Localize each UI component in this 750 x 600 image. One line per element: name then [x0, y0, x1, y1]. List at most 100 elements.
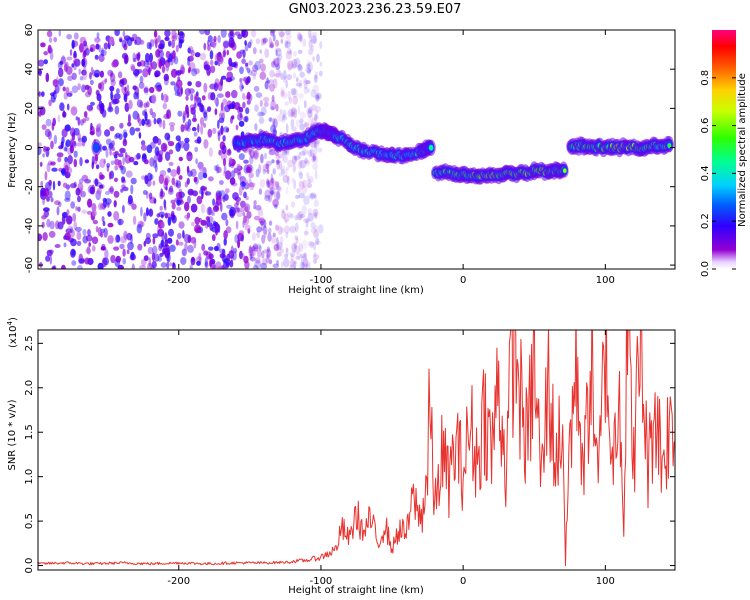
noise-speckle [275, 103, 279, 112]
noise-speckle [69, 144, 74, 154]
noise-speckle [235, 124, 239, 131]
noise-speckle [276, 237, 279, 247]
noise-speckle [187, 188, 194, 196]
noise-speckle [224, 170, 232, 180]
noise-speckle [310, 227, 317, 234]
noise-speckle [215, 164, 220, 174]
noise-speckle [136, 53, 141, 62]
noise-speckle [312, 152, 316, 163]
noise-speckle [253, 200, 257, 206]
noise-speckle [301, 204, 307, 215]
noise-speckle [154, 218, 159, 225]
noise-speckle [267, 179, 275, 190]
noise-speckle [214, 98, 218, 104]
noise-speckle [81, 138, 86, 147]
noise-speckle [200, 219, 207, 226]
noise-speckle [271, 60, 276, 67]
noise-speckle [267, 79, 271, 84]
noise-speckle [90, 122, 93, 131]
noise-speckle [78, 258, 85, 265]
noise-speckle [220, 77, 224, 87]
signal-peak [668, 144, 671, 148]
noise-speckle [77, 195, 81, 203]
noise-speckle [291, 126, 297, 132]
noise-speckle [259, 99, 263, 107]
noise-speckle [275, 155, 281, 160]
noise-speckle [123, 132, 128, 138]
noise-speckle [118, 218, 122, 226]
noise-speckle [272, 168, 276, 175]
noise-speckle [39, 161, 43, 167]
noise-speckle [158, 121, 162, 128]
noise-speckle [200, 104, 205, 113]
noise-speckle [214, 52, 222, 63]
noise-speckle [257, 208, 264, 217]
noise-speckle [253, 149, 259, 160]
noise-speckle [154, 253, 160, 262]
noise-speckle [273, 191, 280, 200]
noise-speckle [220, 125, 224, 135]
svg-text:(x104): (x104) [6, 317, 19, 348]
noise-speckle [315, 155, 318, 164]
noise-speckle [284, 41, 292, 49]
noise-speckle [151, 94, 157, 104]
noise-speckle [194, 52, 201, 58]
noise-speckle [275, 48, 282, 57]
noise-speckle [77, 137, 83, 143]
noise-speckle [111, 61, 118, 68]
noise-speckle [131, 203, 137, 210]
noise-speckle [71, 39, 75, 49]
noise-speckle [270, 124, 276, 133]
noise-speckle [163, 93, 169, 103]
y-tick-label: 60 [24, 24, 35, 37]
noise-speckle [226, 253, 231, 262]
colorbar-tick-label: 0.2 [700, 213, 711, 229]
noise-speckle [306, 63, 311, 70]
noise-speckle [196, 260, 201, 266]
noise-speckle [156, 87, 162, 92]
noise-speckle [78, 178, 84, 184]
noise-speckle [289, 225, 297, 233]
noise-speckle [198, 252, 202, 261]
noise-speckle [291, 243, 297, 253]
noise-speckle [217, 224, 221, 233]
noise-speckle [148, 208, 154, 217]
noise-speckle [223, 165, 227, 175]
noise-speckle [228, 40, 236, 48]
noise-speckle [86, 105, 94, 111]
noise-speckle [81, 174, 89, 182]
noise-speckle [280, 165, 286, 175]
noise-speckle [248, 178, 252, 184]
x-tick-label: 100 [596, 275, 615, 286]
noise-speckle [39, 106, 46, 116]
noise-speckle [241, 30, 246, 38]
noise-speckle [284, 217, 288, 224]
noise-speckle [48, 99, 52, 107]
noise-speckle [310, 89, 317, 98]
noise-speckle [171, 39, 176, 49]
noise-speckle [234, 31, 241, 36]
noise-speckle [70, 227, 74, 234]
noise-speckle [314, 116, 320, 121]
noise-speckle [272, 117, 276, 128]
noise-speckle [43, 51, 48, 56]
noise-speckle [140, 206, 143, 217]
noise-speckle [314, 193, 317, 200]
colorbar-gradient [712, 30, 736, 269]
noise-speckle [79, 43, 84, 53]
noise-speckle [273, 57, 280, 68]
y-tick-label: 0.5 [24, 513, 35, 529]
noise-speckle [132, 33, 138, 39]
noise-speckle [244, 206, 249, 213]
noise-speckle [104, 249, 109, 259]
noise-speckle [203, 139, 209, 149]
noise-speckle [252, 264, 259, 269]
noise-speckle [72, 58, 80, 65]
noise-speckle [89, 44, 96, 52]
noise-speckle [128, 156, 135, 163]
noise-speckle [289, 264, 296, 269]
noise-speckle [65, 215, 73, 225]
noise-speckle [292, 95, 299, 105]
noise-speckle [284, 253, 288, 260]
noise-speckle [122, 129, 128, 139]
